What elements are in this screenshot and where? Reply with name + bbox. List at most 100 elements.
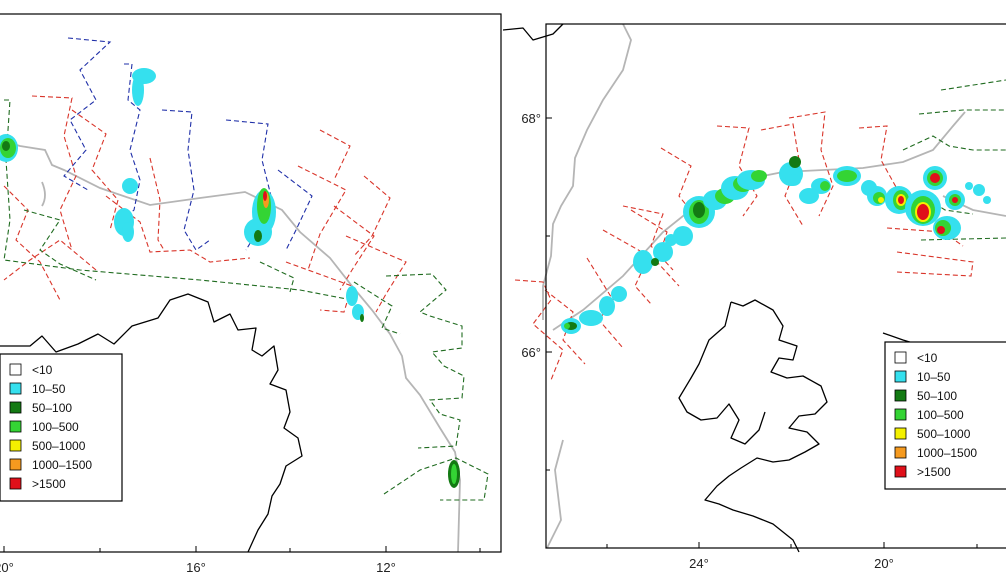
survey-track [345,235,407,313]
x-tick-label: 16° [186,560,206,575]
legend: <10 10–50 50–100 100–500 500–1000 1000–1500 >1… [0,353,123,502]
shelf-contour [542,23,632,320]
survey-tracks [3,37,489,501]
survey-track [63,37,112,191]
left-map-panel: 20° 16° 12° <10 10–50 50–100 100–500 500–100… [0,13,502,575]
density-patch [937,226,945,234]
legend-swatch [9,363,22,376]
survey-track [119,63,141,223]
density-patch [898,196,904,204]
survey-track [161,109,211,251]
shelf-contour [0,139,461,553]
survey-track [896,251,974,277]
x-tick-label: 12° [376,560,396,575]
density-patch [579,310,603,326]
coastline [704,299,828,553]
survey-track [23,209,97,281]
coastline [503,23,564,41]
survey-track [660,147,704,227]
density-patch [820,181,830,191]
density-patch [878,197,884,203]
legend-label: >1500 [917,465,951,479]
legend-swatch [894,427,907,440]
density-patch [917,204,929,220]
survey-track [277,169,313,251]
survey-track [920,237,1006,241]
shelf-contour [546,439,564,549]
survey-track [149,157,165,251]
survey-track [918,109,1006,115]
density-patch [132,74,144,106]
legend-swatch [894,389,907,402]
legend-label: <10 [32,363,53,377]
legend-swatch [894,408,907,421]
legend-label: 50–100 [32,401,72,415]
x-tick-label: 20° [0,560,14,575]
density-patch [785,174,801,186]
x-tick-label: 20° [874,556,894,571]
survey-track [716,125,758,217]
survey-track [586,257,624,349]
legend-swatch [9,439,22,452]
density-patch [799,188,819,204]
survey-track [902,135,1006,151]
density-patch [673,226,693,246]
density-patch [751,170,767,182]
y-tick-label: 66° [521,345,541,360]
density-patch [651,258,659,266]
legend-label: 100–500 [32,420,79,434]
density-patch [346,286,358,306]
legend-swatch [9,477,22,490]
density-patch [254,230,262,242]
legend-swatch [9,458,22,471]
survey-track [514,279,564,381]
legend-label: 100–500 [917,408,964,422]
survey-track [333,205,375,291]
x-tick-label: 24° [689,556,709,571]
right-map: 68° 66° 24° 20° <10 10–50 50–100 100–500 500… [503,23,1006,571]
legend-swatch [9,420,22,433]
survey-track [383,457,489,501]
legend-label: 10–50 [32,382,66,396]
map-frame [545,23,1006,549]
legend-label: 500–1000 [917,427,971,441]
survey-track [353,281,401,335]
survey-track [71,109,119,231]
density-patch [611,286,627,302]
legend-swatch [894,446,907,459]
density-patch [789,156,801,168]
density-patch [599,296,615,316]
survey-track [319,129,351,181]
density-patch [122,178,138,194]
shelf-contour-small [41,181,46,207]
coastline [678,301,766,445]
survey-track [259,261,295,293]
density-patch [633,250,653,274]
density-patch [263,191,267,201]
right-map-panel: 68° 66° 24° 20° <10 10–50 50–100 100–500 500… [503,0,1006,580]
survey-track [105,195,251,263]
density-patch [973,184,985,196]
survey-track [940,79,1006,91]
survey-track [285,261,353,313]
survey-track [31,95,77,251]
density-patches [561,156,991,334]
survey-track [3,185,61,301]
survey-track [225,119,273,251]
coastline [0,293,303,553]
survey-track [788,111,834,217]
legend-label: <10 [917,351,938,365]
survey-track [3,99,353,301]
legend-swatch [9,382,22,395]
density-patch [451,464,457,484]
density-patch [564,323,570,329]
survey-track [3,239,97,281]
legend: <10 10–50 50–100 100–500 500–1000 1000–1500 >1… [884,341,1006,490]
legend-label: 500–1000 [32,439,86,453]
legend-label: 50–100 [917,389,957,403]
survey-track [385,273,465,449]
density-patch [360,314,364,322]
survey-track [353,175,391,257]
left-map: 20° 16° 12° <10 10–50 50–100 100–500 500–100… [0,13,502,575]
legend-label: 10–50 [917,370,951,384]
